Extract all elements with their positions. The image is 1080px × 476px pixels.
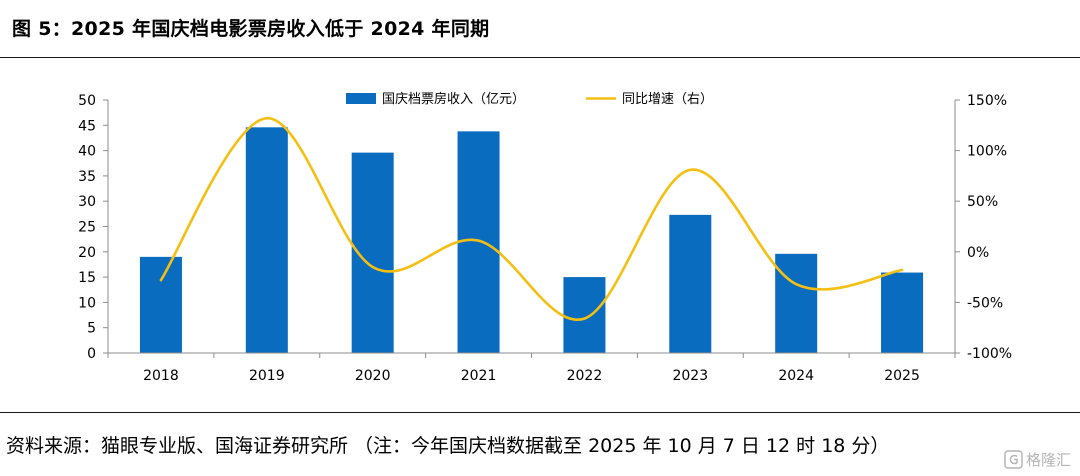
y-left-tick-label: 45: [78, 118, 96, 134]
watermark-g-glyph: [1009, 454, 1018, 465]
chart-legend: 国庆档票房收入（亿元） 同比增速（右）: [346, 91, 713, 107]
source-note: 资料来源：猫眼专业版、国海证券研究所 （注：今年国庆档数据截至 2025 年 1…: [6, 435, 890, 457]
box-office-chart: 05101520253035404550-100%-50%0%50%100%15…: [78, 91, 1012, 384]
y-left-tick-label: 50: [78, 93, 96, 109]
x-tick-label: 2025: [884, 368, 920, 384]
y-left-tick-label: 10: [78, 295, 96, 311]
y-right-tick-label: 50%: [967, 194, 998, 210]
x-tick-label: 2018: [143, 368, 179, 384]
x-tick-label: 2021: [461, 368, 497, 384]
watermark-g-icon: [1004, 450, 1023, 469]
bar-2024: [775, 253, 818, 353]
legend-swatch-bar: [346, 93, 376, 104]
bar-2023: [669, 214, 712, 353]
y-left-tick-label: 0: [87, 346, 96, 362]
bar-series: [139, 127, 924, 353]
y-left-tick-label: 25: [78, 220, 96, 236]
bar-2018: [139, 256, 182, 353]
bar-2025: [881, 272, 924, 353]
y-left-tick-label: 5: [87, 321, 96, 337]
legend-label-bar: 国庆档票房收入（亿元）: [382, 91, 525, 107]
y-right-tick-label: 0%: [967, 245, 989, 261]
y-left-tick-label: 40: [78, 144, 96, 160]
x-tick-label: 2020: [355, 368, 391, 384]
legend-label-line: 同比增速（右）: [622, 92, 713, 107]
x-tick-label: 2019: [249, 368, 285, 384]
y-left-tick-label: 20: [78, 245, 96, 261]
growth-line: [159, 116, 904, 322]
watermark-logo: 格隆汇: [1004, 450, 1071, 469]
chart-axes: 05101520253035404550-100%-50%0%50%100%15…: [78, 93, 1012, 384]
watermark-text: 格隆汇: [1026, 451, 1071, 469]
bottom-divider: [0, 412, 1080, 413]
top-divider: [0, 57, 1080, 58]
bar-2022: [563, 277, 606, 353]
y-right-tick-label: -100%: [967, 346, 1012, 362]
bar-2021: [457, 131, 500, 353]
y-right-tick-label: -50%: [967, 295, 1003, 311]
x-tick-label: 2023: [672, 368, 708, 384]
y-left-tick-label: 30: [78, 194, 96, 210]
figure-title: 图 5：2025 年国庆档电影票房收入低于 2024 年同期: [12, 18, 490, 40]
y-right-tick-label: 100%: [967, 144, 1007, 160]
y-left-tick-label: 15: [78, 270, 96, 286]
y-right-tick-label: 150%: [967, 93, 1007, 109]
bar-2019: [245, 127, 288, 353]
growth-line-series: [159, 116, 904, 322]
x-tick-label: 2024: [778, 368, 814, 384]
x-tick-label: 2022: [567, 368, 603, 384]
y-left-tick-label: 35: [78, 169, 96, 185]
